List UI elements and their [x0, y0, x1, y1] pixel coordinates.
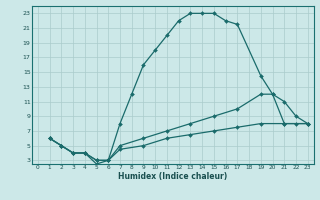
X-axis label: Humidex (Indice chaleur): Humidex (Indice chaleur) — [118, 172, 228, 181]
